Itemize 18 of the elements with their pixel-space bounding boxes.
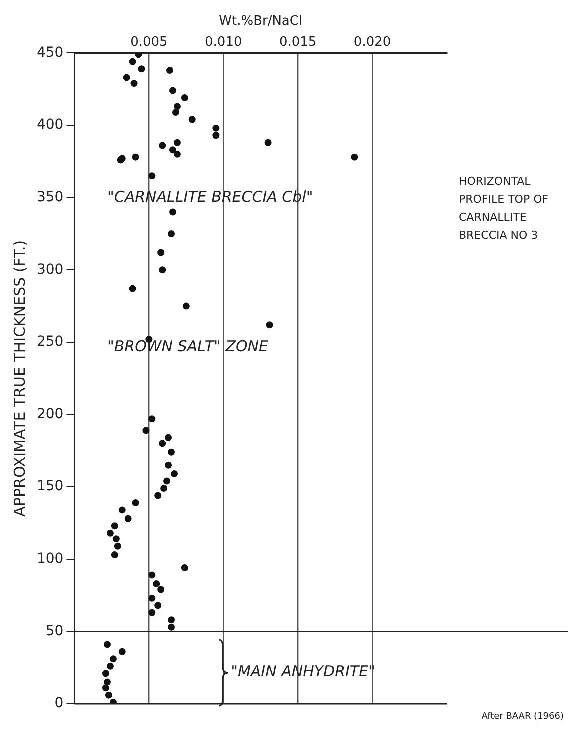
text: HORIZONTAL PROFILE TOP OF CARNALLITE BRECCIA NO 3	[459, 175, 549, 242]
x-tick-label: 0.005	[130, 34, 168, 50]
y-axis-title: APPROXIMATE TRUE THICKNESS (FT.)	[10, 240, 29, 517]
y-tick-label: 100	[36, 551, 64, 568]
y-tick-label: 300	[36, 262, 64, 278]
y-tick-label: 350	[36, 189, 64, 206]
x-tick-label: 0.020	[354, 34, 392, 50]
text: After BAAR (1966)	[482, 712, 564, 722]
y-tick-label: 150	[36, 478, 64, 495]
y-tick-label: 0	[54, 696, 64, 712]
y-tick-label: 200	[36, 406, 64, 422]
x-tick-label: 0.015	[279, 34, 317, 50]
y-tick-label: 50	[46, 623, 64, 640]
y-tick-label: 400	[36, 117, 64, 134]
x-tick-label: 0.010	[205, 34, 242, 50]
y-tick-label: 250	[36, 334, 64, 350]
y-tick-label: 450	[36, 44, 64, 61]
x-axis-title: Wt.%Br/NaCl	[219, 14, 303, 30]
